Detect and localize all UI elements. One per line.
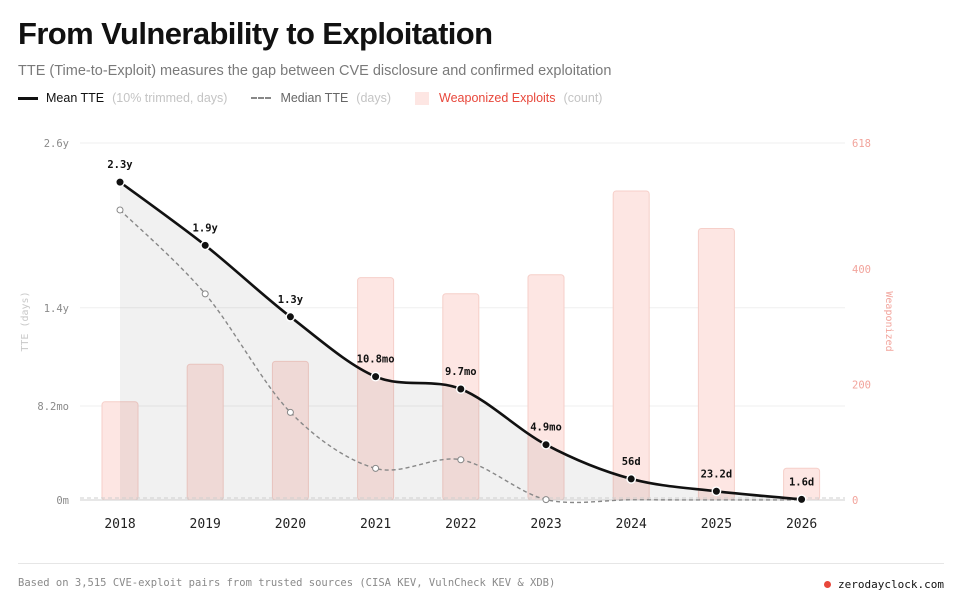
- legend-item-median-tte[interactable]: Median TTE (days): [251, 91, 391, 105]
- median-tte-point[interactable]: [542, 496, 550, 504]
- x-axis-tick-label: 2023: [530, 517, 561, 532]
- median-tte-point[interactable]: [286, 408, 294, 416]
- mean-tte-data-label: 4.9mo: [530, 422, 562, 434]
- left-axis-tick-label: 8.2mo: [37, 401, 69, 413]
- median-tte-point[interactable]: [457, 456, 465, 464]
- median-tte-point[interactable]: [372, 464, 380, 472]
- chart-legend: Mean TTE (10% trimmed, days) Median TTE …: [18, 91, 626, 105]
- median-tte-point[interactable]: [116, 206, 124, 214]
- mean-tte-data-label: 1.6d: [789, 476, 814, 488]
- x-axis-tick-label: 2022: [445, 517, 476, 532]
- mean-tte-data-label: 10.8mo: [357, 354, 395, 366]
- footer-divider: [18, 563, 944, 564]
- left-axis-tick-label: 0m: [56, 495, 69, 507]
- legend-label-weaponized-exploits: Weaponized Exploits: [439, 91, 556, 105]
- right-axis-tick-label: 0: [852, 495, 858, 507]
- mean-tte-point[interactable]: [115, 177, 125, 188]
- x-axis-tick-label: 2020: [275, 517, 306, 532]
- mean-tte-data-label: 2.3y: [107, 159, 133, 171]
- source-note: Based on 3,515 CVE-exploit pairs from tr…: [18, 577, 556, 589]
- mean-tte-point[interactable]: [626, 474, 637, 484]
- right-axis-title: Weaponized: [883, 291, 894, 351]
- bar-swatch-icon: [415, 91, 430, 105]
- mean-tte-point[interactable]: [541, 439, 551, 450]
- mean-tte-data-label: 23.2d: [701, 468, 733, 480]
- x-axis-tick-label: 2024: [616, 517, 647, 532]
- legend-item-mean-tte[interactable]: Mean TTE (10% trimmed, days): [18, 91, 227, 105]
- mean-tte-data-label: 1.3y: [278, 294, 304, 306]
- median-tte-point[interactable]: [201, 290, 209, 298]
- legend-note-weaponized-exploits: (count): [563, 91, 603, 105]
- chart-plot: 2.3y 1.9y 1.3y 10.8mo 9.7mo 4.9mo 56d 23.2d 1.6d…: [20, 138, 894, 532]
- x-axis-tick-label: 2025: [701, 517, 732, 532]
- solid-line-swatch-icon: [18, 96, 38, 100]
- chart-subtitle: TTE (Time-to-Exploit) measures the gap b…: [18, 63, 612, 79]
- x-axis-tick-label: 2026: [786, 517, 817, 532]
- chart-title: From Vulnerability to Exploitation: [18, 16, 493, 51]
- x-axis-tick-label: 2021: [360, 517, 391, 532]
- mean-tte-point[interactable]: [285, 311, 296, 322]
- legend-note-median-tte: (days): [356, 91, 392, 105]
- left-axis-tick-label: 2.6y: [44, 138, 69, 150]
- x-axis-tick-label: 2019: [190, 517, 221, 532]
- left-axis-tick-label: 1.4y: [44, 303, 69, 315]
- mean-tte-data-label: 56d: [622, 456, 641, 468]
- mean-tte-point[interactable]: [796, 494, 807, 505]
- legend-label-mean-tte: Mean TTE: [46, 91, 105, 105]
- legend-note-mean-tte: (10% trimmed, days): [112, 91, 228, 105]
- bar-weaponized-exploits[interactable]: [612, 190, 650, 501]
- mean-tte-point[interactable]: [455, 384, 466, 394]
- mean-tte-point[interactable]: [370, 371, 381, 382]
- mean-tte-data-label: 1.9y: [193, 222, 219, 234]
- right-axis-tick-label: 618: [852, 138, 871, 150]
- bar-weaponized-exploits[interactable]: [697, 227, 735, 501]
- mean-tte-data-label: 9.7mo: [445, 366, 477, 378]
- brand-label: zerodayclock.com: [838, 578, 944, 591]
- left-axis-title: TTE (days): [20, 291, 31, 351]
- right-axis-tick-label: 200: [852, 379, 871, 391]
- mean-tte-area: [120, 182, 802, 500]
- brand-link[interactable]: zerodayclock.com: [824, 578, 944, 591]
- legend-item-weaponized-exploits[interactable]: Weaponized Exploits (count): [415, 91, 602, 105]
- dashed-line-swatch-icon: [251, 97, 272, 99]
- brand-dot-icon: [824, 581, 832, 588]
- mean-tte-point[interactable]: [711, 486, 722, 497]
- median-tte-line[interactable]: [119, 209, 802, 504]
- legend-label-median-tte: Median TTE: [280, 91, 349, 105]
- mean-tte-point[interactable]: [200, 240, 211, 251]
- right-axis-tick-label: 400: [852, 264, 871, 276]
- x-axis-tick-label: 2018: [104, 517, 135, 532]
